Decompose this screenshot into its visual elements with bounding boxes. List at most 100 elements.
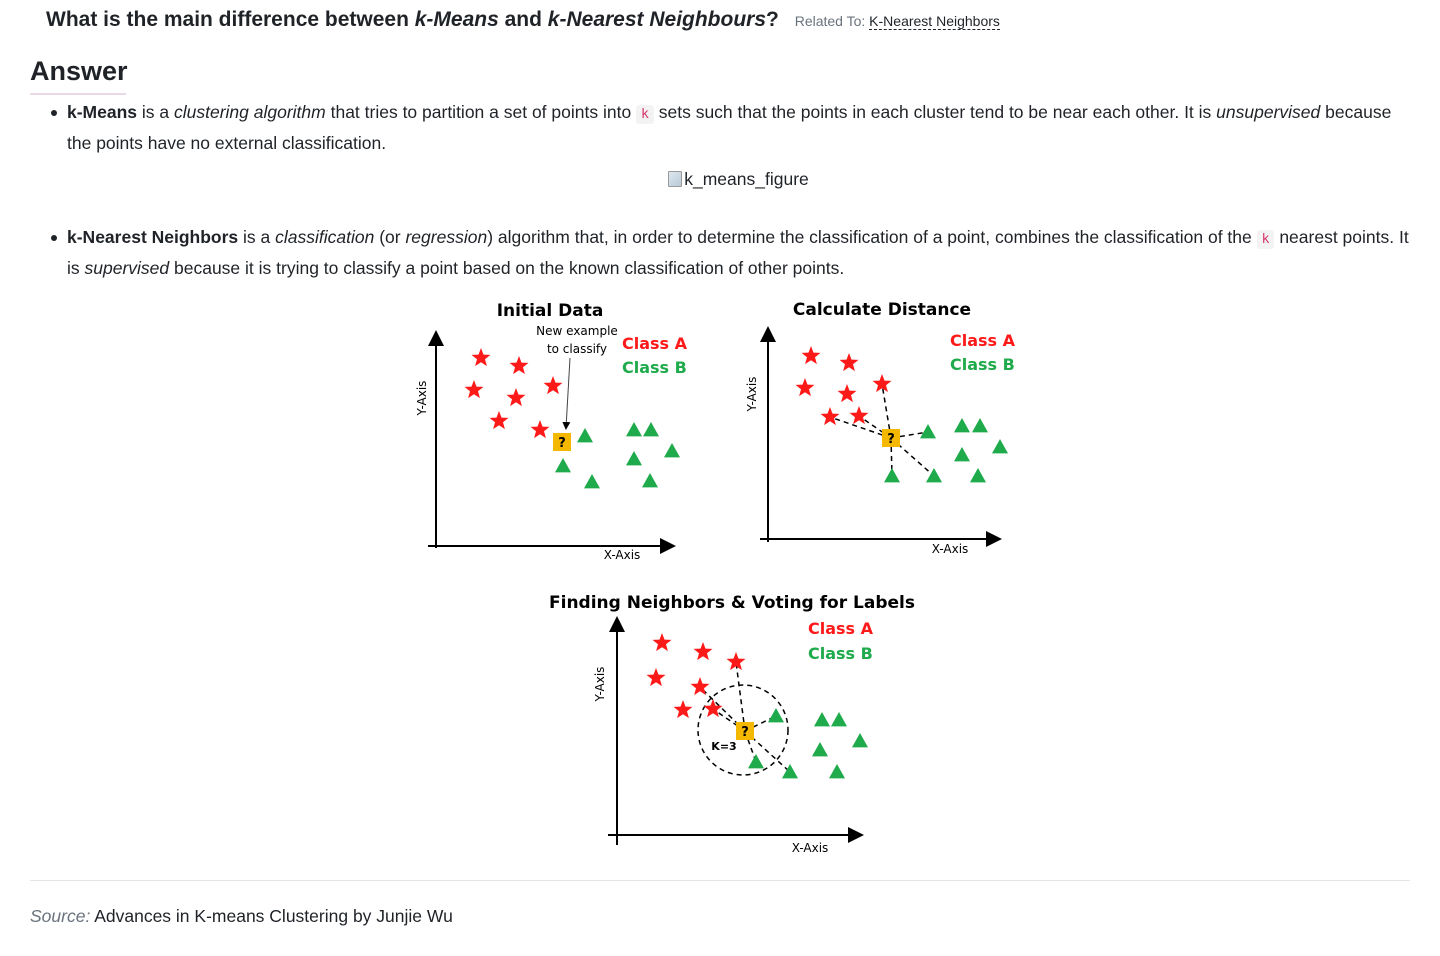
source-citation: Source: Advances in K-means Clustering b…: [30, 906, 453, 927]
panel-finding-neighbors: Finding Neighbors & Voting for Labels X-…: [549, 593, 915, 855]
x-axis-label: X-Axis: [932, 542, 969, 556]
class-b-triangle: [852, 733, 868, 748]
annotation-text: New example: [536, 324, 618, 338]
class-b-triangle: [664, 443, 680, 458]
query-point: [736, 722, 754, 740]
query-point: [553, 433, 571, 451]
source-text: Advances in K-means Clustering by Junjie…: [90, 906, 453, 926]
class-a-star: [839, 353, 859, 372]
class-b-triangle: [970, 468, 986, 483]
class-b-triangle: [643, 422, 659, 437]
k-means-figure-image: k_means_figure: [67, 165, 1410, 193]
class-b-triangle: [782, 764, 798, 779]
answer-heading-underline: [30, 93, 126, 95]
y-axis-label: Y-Axis: [593, 667, 607, 703]
y-axis-label: Y-Axis: [745, 377, 759, 413]
class-a-star: [506, 388, 526, 407]
answer-text: nearest points. It is: [67, 227, 1409, 278]
class-b-triangle: [954, 447, 970, 462]
question-title: What is the main difference between k-Me…: [46, 8, 1000, 32]
term-kmeans: k-Means: [67, 102, 138, 122]
legend-class-a: Class A: [950, 331, 1016, 350]
answer-list: k-Means is a clustering algorithm that t…: [30, 98, 1410, 282]
class-a-star: [464, 380, 484, 399]
distance-line: [829, 416, 892, 439]
x-axis-label: X-Axis: [792, 841, 829, 855]
answer-text: is a: [238, 227, 276, 247]
class-a-star: [820, 407, 840, 426]
divider: [30, 880, 1410, 881]
distance-line: [712, 708, 746, 732]
term-knn: k-Nearest Neighbors: [67, 227, 239, 247]
emphasis: classification: [275, 227, 375, 247]
query-point: [882, 429, 900, 447]
question-text: ?: [766, 8, 779, 31]
question-text: and: [498, 8, 548, 31]
query-mark: ?: [887, 432, 895, 447]
class-a-star: [489, 411, 509, 430]
class-b-triangle: [992, 439, 1008, 454]
emphasis: supervised: [84, 258, 170, 278]
y-axis-label: Y-Axis: [415, 381, 429, 417]
panel-title: Finding Neighbors & Voting for Labels: [549, 593, 915, 613]
class-a-star: [646, 668, 666, 687]
class-b-triangle: [829, 764, 845, 779]
list-item-kmeans: k-Means is a clustering algorithm that t…: [30, 98, 1410, 193]
answer-text: sets such that the points in each cluste…: [653, 102, 1217, 122]
distance-line: [699, 686, 746, 732]
answer-heading: Answer: [30, 56, 128, 86]
class-b-triangle: [884, 468, 900, 483]
answer-text: ) algorithm that, in order to determine …: [487, 227, 1257, 247]
legend-class-a: Class A: [622, 334, 688, 353]
source-label: Source:: [30, 906, 91, 926]
related-label: Related To:: [794, 13, 866, 29]
class-a-star: [837, 384, 857, 403]
legend-class-a: Class A: [808, 619, 874, 638]
class-b-triangle: [831, 712, 847, 727]
panel-title: Calculate Distance: [793, 300, 971, 320]
distance-line: [890, 431, 929, 439]
class-b-triangle: [920, 424, 936, 439]
class-b-triangle: [748, 754, 764, 769]
distance-line: [890, 437, 935, 477]
legend-class-b: Class B: [622, 358, 687, 377]
class-a-star: [690, 677, 710, 696]
annotation-arrow: [562, 357, 571, 430]
class-a-star: [471, 348, 491, 367]
class-a-star: [652, 633, 672, 652]
class-b-triangle: [814, 712, 830, 727]
inline-code-k: k: [636, 105, 654, 124]
class-b-triangle: [768, 708, 784, 723]
answer-text: because it is trying to classify a point…: [169, 258, 845, 278]
class-a-star: [509, 356, 529, 375]
class-a-star: [673, 700, 693, 719]
k-label: K=3: [711, 740, 736, 753]
distance-line: [735, 661, 746, 732]
answer-text: because the points have no external clas…: [67, 102, 1392, 153]
related-link[interactable]: K-Nearest Neighbors: [869, 13, 1000, 30]
k-radius-circle: [697, 684, 789, 776]
class-b-triangle: [584, 474, 600, 489]
emphasis: regression: [405, 227, 488, 247]
inline-code-k: k: [1256, 230, 1275, 249]
class-a-star: [693, 642, 713, 661]
distance-line: [881, 383, 892, 439]
class-a-star: [801, 346, 821, 365]
class-a-star: [530, 420, 550, 439]
emphasis: unsupervised: [1216, 102, 1321, 122]
class-b-triangle: [954, 418, 970, 433]
query-mark: ?: [741, 725, 749, 740]
answer-text: is a: [137, 102, 174, 122]
class-a-star: [872, 374, 892, 393]
class-a-star: [543, 376, 563, 395]
emphasis: clustering algorithm: [174, 102, 326, 122]
class-a-star: [703, 699, 723, 718]
distance-line: [858, 415, 892, 439]
question-term-knn: k-Nearest Neighbours: [547, 8, 767, 31]
class-b-triangle: [555, 458, 571, 473]
query-mark: ?: [558, 436, 566, 451]
panel-calculate-distance: Calculate Distance X-Axis Y-Axis Class A…: [745, 300, 1016, 556]
related-to: Related To: K-Nearest Neighbors: [794, 13, 1000, 30]
broken-image-icon: [668, 171, 683, 187]
question-text: What is the main difference between: [46, 8, 415, 31]
